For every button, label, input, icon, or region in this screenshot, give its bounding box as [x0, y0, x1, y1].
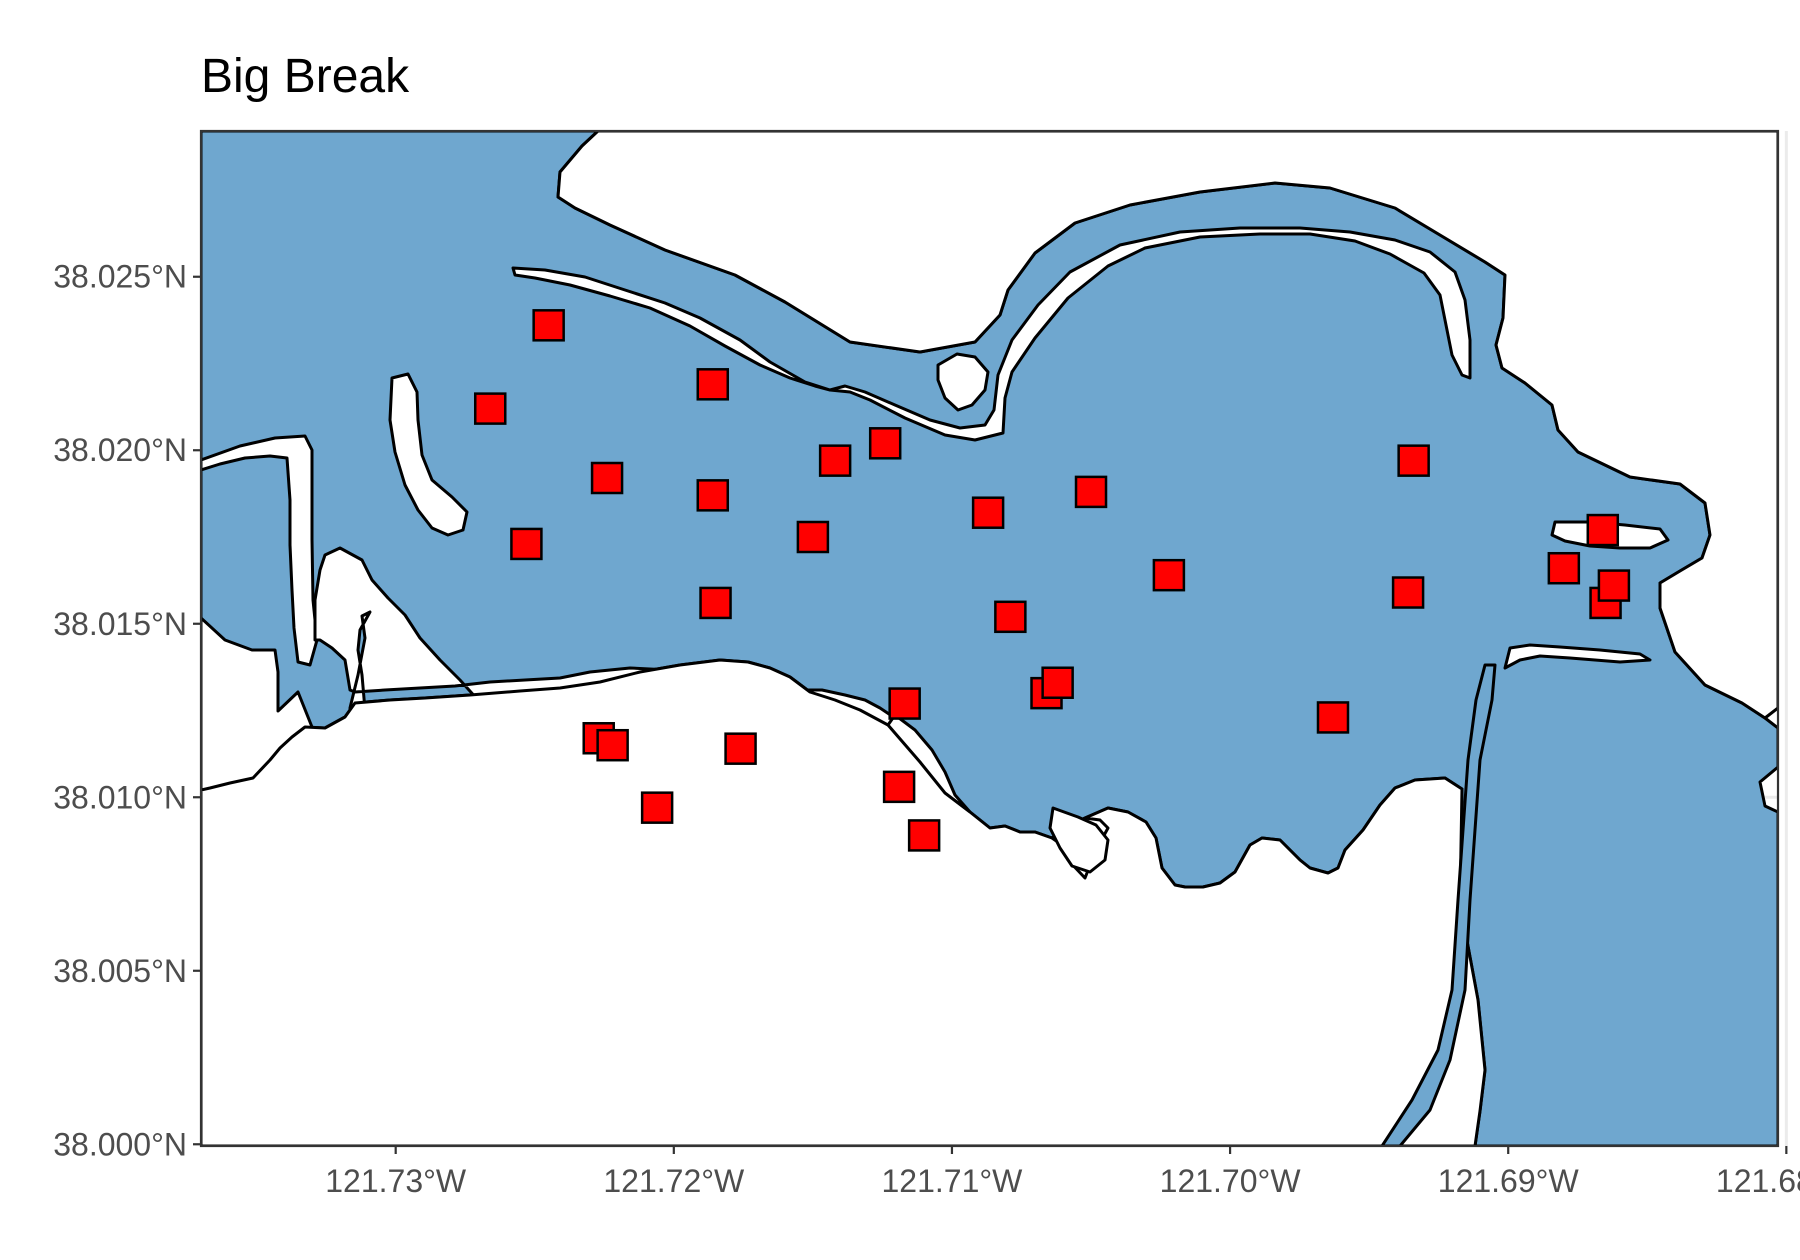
- levee-north-east: [828, 226, 1472, 442]
- levee-west: [201, 434, 319, 667]
- site-marker: [510, 527, 543, 561]
- site-marker: [596, 728, 629, 762]
- x-tick-label: 121.71°W: [882, 1163, 1024, 1199]
- island-north: [936, 352, 990, 412]
- x-tick-label: 121.70°W: [1160, 1163, 1302, 1199]
- site-marker: [590, 461, 624, 495]
- site-marker: [1586, 513, 1620, 547]
- site-marker: [882, 770, 916, 804]
- site-marker: [696, 479, 730, 512]
- shore-land-north: [556, 131, 1778, 720]
- island-west: [388, 372, 469, 537]
- site-marker: [818, 444, 852, 477]
- site-marker: [1397, 444, 1430, 477]
- x-axis: 121.73°W 121.72°W 121.71°W 121.70°W 121.69°W…: [325, 1146, 1800, 1199]
- site-marker: [1547, 551, 1581, 585]
- levee-north-west: [511, 266, 832, 392]
- site-marker: [532, 309, 565, 342]
- site-marker: [1074, 475, 1108, 509]
- site-marker: [699, 586, 732, 620]
- site-marker: [1316, 701, 1350, 734]
- y-tick-label: 38.025°N: [53, 259, 187, 295]
- site-marker: [868, 427, 902, 460]
- channel-south: [1380, 663, 1497, 1146]
- shore-land-south: [201, 613, 1487, 1146]
- y-tick-label: 38.010°N: [53, 779, 187, 815]
- site-marker: [994, 600, 1027, 634]
- levee-south-east: [1503, 643, 1652, 670]
- panel-border: [199, 129, 1780, 1148]
- site-marker: [1152, 558, 1186, 592]
- site-marker: [1597, 569, 1631, 602]
- x-tick-label: 121.69°W: [1438, 1163, 1580, 1199]
- x-tick-label: 121.68°W: [1716, 1163, 1800, 1199]
- site-markers: [474, 309, 1631, 852]
- site-marker: [1041, 666, 1074, 699]
- geography: [201, 131, 1778, 1146]
- site-marker: [1391, 576, 1425, 609]
- map-title: Big Break: [201, 50, 410, 103]
- site-marker: [907, 819, 941, 852]
- shore-land-island-south: [1048, 806, 1110, 874]
- site-marker: [640, 791, 674, 824]
- site-marker: [796, 520, 830, 554]
- site-marker: [971, 496, 1005, 529]
- site-marker: [724, 732, 757, 765]
- x-tick-label: 121.72°W: [603, 1163, 745, 1199]
- x-tick-label: 121.73°W: [325, 1163, 467, 1199]
- map-panel: [199, 129, 1788, 1148]
- site-marker: [888, 687, 921, 720]
- y-tick-label: 38.015°N: [53, 606, 187, 642]
- y-tick-label: 38.020°N: [53, 432, 187, 468]
- y-tick-label: 38.005°N: [53, 953, 187, 989]
- y-tick-label: 38.000°N: [53, 1126, 187, 1162]
- site-marker: [474, 392, 507, 425]
- site-marker: [696, 368, 730, 401]
- y-axis: 38.000°N 38.005°N 38.010°N 38.015°N 38.020°N…: [53, 259, 201, 1162]
